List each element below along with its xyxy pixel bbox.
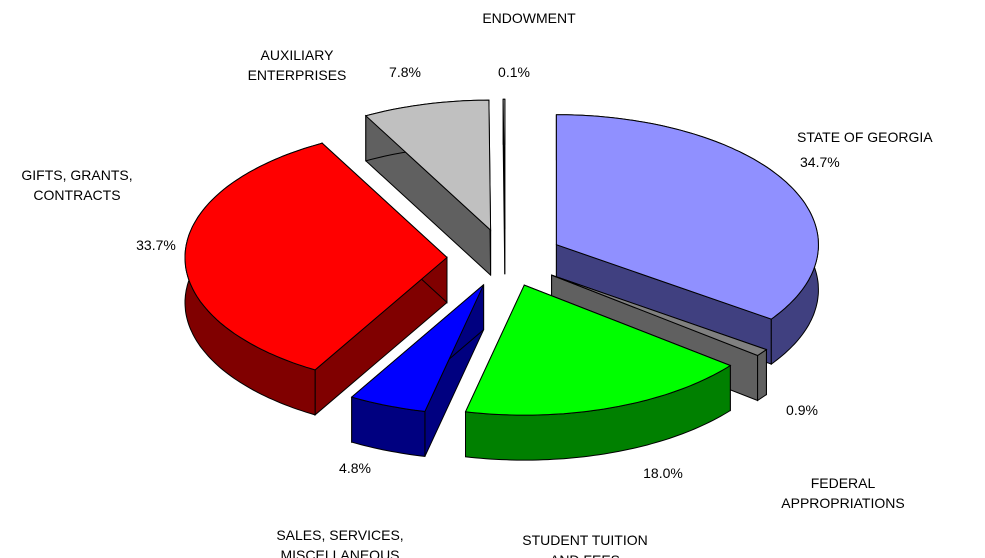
slice-top — [184, 142, 448, 371]
slice — [502, 98, 506, 275]
category-label: STUDENT TUITION AND FEES — [522, 532, 648, 558]
category-label: ENDOWMENT — [482, 10, 576, 26]
slice-top — [555, 114, 819, 320]
category-label: SALES, SERVICES, MISCELLANEOUS — [276, 527, 404, 558]
value-label: 34.7% — [800, 154, 840, 170]
slice-top — [364, 99, 492, 232]
slice — [464, 284, 732, 461]
category-label: GIFTS, GRANTS, CONTRACTS — [21, 167, 133, 203]
slice-top — [464, 284, 732, 416]
category-label: STATE OF GEORGIA — [797, 129, 933, 145]
slice — [364, 99, 492, 277]
slice — [184, 142, 448, 416]
value-label: 33.7% — [136, 237, 176, 253]
category-label: FEDERAL APPROPRIATIONS — [781, 475, 905, 511]
slice-top — [551, 274, 768, 357]
value-label: 4.8% — [339, 460, 371, 476]
slice-side — [757, 348, 767, 402]
category-label: AUXILIARY ENTERPRISES — [247, 47, 347, 83]
value-label: 18.0% — [643, 465, 683, 481]
value-label: 0.1% — [498, 64, 530, 80]
slice-top — [350, 284, 485, 412]
value-label: 0.9% — [786, 402, 818, 418]
slice-top — [502, 98, 506, 230]
value-label: 7.8% — [389, 64, 421, 80]
slice — [350, 283, 485, 457]
